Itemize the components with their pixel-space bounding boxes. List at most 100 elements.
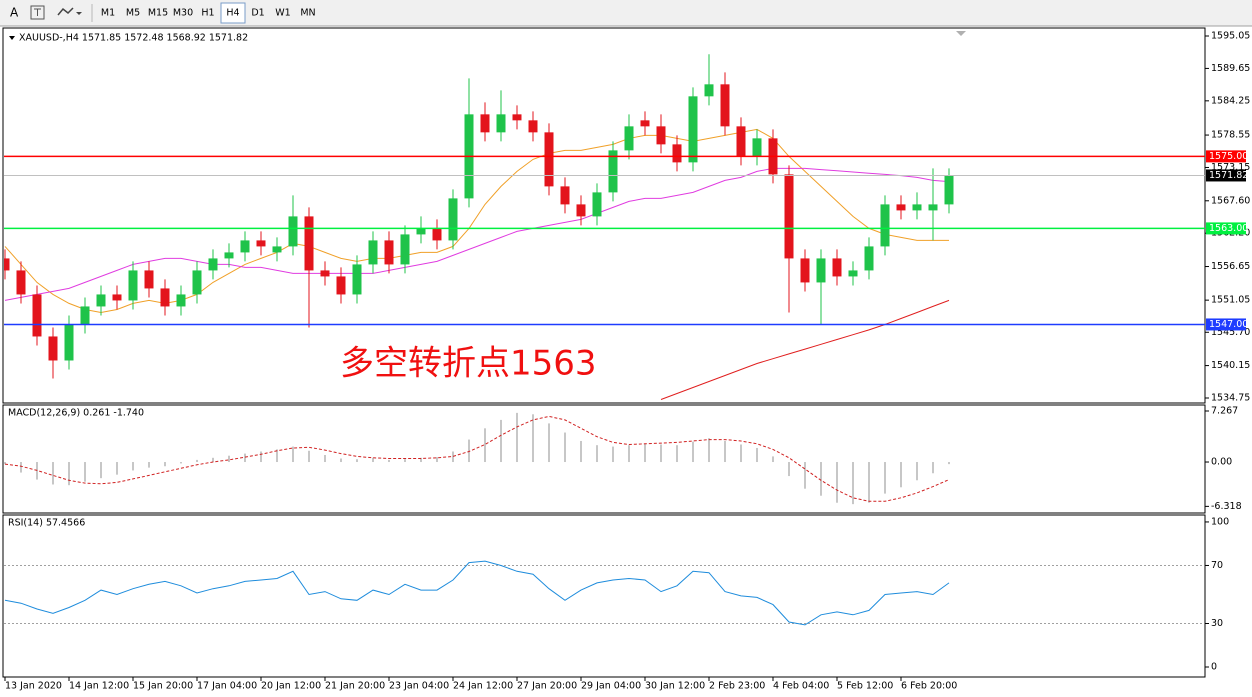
x-tick-label: 29 Jan 04:00 <box>581 681 641 692</box>
candle-body <box>400 234 410 265</box>
y-tick-label: -6.318 <box>1211 501 1242 512</box>
candle-body <box>720 84 730 127</box>
y-tick-label: 1573.15 <box>1211 162 1250 173</box>
candle-body <box>112 294 122 301</box>
candle-body <box>208 258 218 271</box>
toolbar-buttons: A <box>10 4 93 22</box>
candle-body <box>256 240 266 247</box>
y-tick-label: 1534.75 <box>1211 393 1250 404</box>
shapes-tool-icon[interactable] <box>57 7 74 16</box>
plot-layer <box>4 560 1204 626</box>
candle-body <box>96 294 106 307</box>
timeframe-button[interactable]: H1 <box>201 8 214 19</box>
y-tick-label: 0.00 <box>1211 457 1232 468</box>
candle-body <box>352 264 362 295</box>
x-tick-label: 27 Jan 20:00 <box>517 681 577 692</box>
price-label: 1547.00 <box>1209 319 1248 330</box>
candle-body <box>688 96 698 163</box>
candle-body <box>480 114 490 133</box>
x-tick-label: 13 Jan 2020 <box>5 681 62 692</box>
candle-body <box>192 270 202 295</box>
chart-title: XAUUSD-,H4 1571.85 1572.48 1568.92 1571.… <box>19 33 248 44</box>
candle-body <box>16 270 26 295</box>
macd-signal <box>4 415 950 502</box>
timeframe-button[interactable]: MN <box>300 8 315 19</box>
y-tick-label: 30 <box>1211 618 1223 629</box>
price-label-box <box>1206 222 1246 235</box>
price-label-box <box>1206 169 1246 182</box>
y-tick-label: 1556.65 <box>1211 261 1250 272</box>
candle-body <box>512 114 522 121</box>
timeframe-button[interactable]: M1 <box>101 8 115 19</box>
candle-body <box>544 132 554 187</box>
y-tick-label: 0 <box>1211 662 1217 673</box>
y-tick-label: 70 <box>1211 560 1223 571</box>
candle-body <box>656 126 666 145</box>
moving-average <box>660 299 950 400</box>
plot-layer <box>4 412 950 505</box>
label-tool-glyph <box>34 8 41 16</box>
candle-body <box>944 175 954 205</box>
candle-body <box>496 114 506 133</box>
candle-body <box>224 252 234 259</box>
x-tick-label: 5 Feb 12:00 <box>837 681 893 692</box>
candle-body <box>160 288 170 307</box>
timeframe-button[interactable]: W1 <box>275 8 290 19</box>
candle-body <box>816 258 826 283</box>
y-tick-label: 1584.25 <box>1211 95 1250 106</box>
candle-body <box>784 174 794 259</box>
candle-body <box>912 204 922 211</box>
x-tick-label: 20 Jan 12:00 <box>261 681 321 692</box>
candle-body <box>432 228 442 241</box>
y-tick-label: 1540.15 <box>1211 360 1250 371</box>
candle-body <box>832 258 842 277</box>
candle-body <box>608 150 618 193</box>
candle-body <box>880 204 890 247</box>
price-label: 1563.00 <box>1209 223 1248 234</box>
timeframe-button[interactable]: M15 <box>148 8 168 19</box>
timeframe-button[interactable]: M5 <box>126 8 140 19</box>
shift-marker <box>956 31 966 36</box>
x-tick-label: 2 Feb 23:00 <box>709 681 765 692</box>
candle-body <box>304 216 314 271</box>
y-tick-label: 1589.65 <box>1211 63 1250 74</box>
shapes-dropdown[interactable] <box>76 12 82 15</box>
x-tick-label: 21 Jan 20:00 <box>325 681 385 692</box>
label-tool-icon[interactable] <box>30 5 45 20</box>
candle-body <box>4 258 10 271</box>
main-panel <box>2 27 1206 404</box>
timeframe-button[interactable]: D1 <box>251 8 264 19</box>
candle-body <box>128 270 138 301</box>
rsi-line <box>4 560 950 626</box>
candle-body <box>560 186 570 205</box>
timeframe-button[interactable]: M30 <box>173 8 193 19</box>
x-tick-label: 17 Jan 04:00 <box>197 681 257 692</box>
candle-body <box>592 192 602 217</box>
active-button <box>220 2 246 24</box>
candle-body <box>64 324 74 361</box>
x-tick-label: 23 Jan 04:00 <box>389 681 449 692</box>
candle-body <box>848 270 858 277</box>
y-tick-label: 1545.70 <box>1211 327 1250 338</box>
x-tick-label: 6 Feb 20:00 <box>901 681 957 692</box>
candle-body <box>416 228 426 235</box>
y-tick-label: 1595.05 <box>1211 31 1250 42</box>
candle-body <box>736 126 746 157</box>
candle-body <box>928 204 938 211</box>
macd-title: MACD(12,26,9) 0.261 -1.740 <box>8 408 144 419</box>
toolbar <box>0 0 1252 26</box>
price-label-box <box>1206 150 1246 163</box>
candle-body <box>864 246 874 271</box>
candle-body <box>576 204 586 217</box>
candle-body <box>800 258 810 283</box>
price-label: 1571.82 <box>1209 170 1248 181</box>
candle-body <box>80 306 90 325</box>
y-tick-label: 1551.05 <box>1211 295 1250 306</box>
candle-body <box>752 138 762 157</box>
y-tick-label: 1567.60 <box>1211 195 1250 206</box>
timeframe-button[interactable]: H4 <box>226 8 239 19</box>
text-tool[interactable]: A <box>10 6 19 20</box>
price-label: 1575.00 <box>1209 151 1248 162</box>
